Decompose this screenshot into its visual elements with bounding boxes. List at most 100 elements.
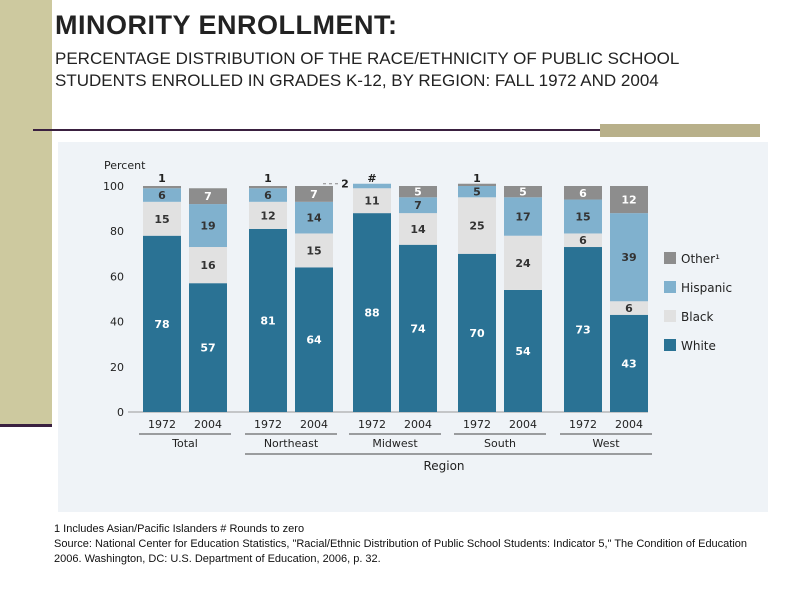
data-label: 7	[310, 188, 318, 201]
bar-segment-black	[399, 213, 437, 245]
data-label: 16	[200, 259, 216, 272]
legend-swatch	[664, 310, 676, 322]
data-label: 17	[515, 211, 530, 224]
group-label: Midwest	[372, 437, 418, 450]
data-label: 15	[306, 244, 321, 257]
data-label: 25	[469, 220, 484, 233]
bar-segment-hispanic	[504, 197, 542, 236]
y-tick-label: 100	[103, 180, 124, 193]
x-tick-label: 1972	[569, 418, 597, 431]
bar-segment-white	[564, 247, 602, 412]
decorative-block	[600, 124, 760, 137]
data-label: 43	[621, 357, 636, 370]
data-label: 2	[341, 178, 349, 191]
chart-panel: Percent Region 0 20 40 60 80 100 78 15 6 1 1972 57 1…	[58, 142, 768, 512]
data-label: 73	[575, 324, 590, 337]
x-tick-label: 1972	[254, 418, 282, 431]
data-label: 12	[260, 209, 275, 222]
bar-segment-white	[353, 213, 391, 412]
data-label: 19	[200, 220, 215, 233]
data-label: 11	[364, 195, 379, 208]
stacked-bar-chart: Percent Region 0204060801007815611972571…	[103, 159, 732, 473]
divider	[33, 129, 760, 131]
bar-segment-black	[564, 233, 602, 248]
notes: 1 Includes Asian/Pacific Islanders # Rou…	[54, 522, 774, 567]
data-label: 14	[306, 212, 322, 225]
bar-segment-other	[189, 188, 227, 205]
divider	[0, 424, 52, 427]
bar-segment-black	[143, 201, 181, 236]
legend-swatch	[664, 339, 676, 351]
bar-segment-white	[143, 235, 181, 412]
data-label: 7	[204, 190, 212, 203]
data-label: 78	[154, 318, 169, 331]
bar-segment-other	[399, 186, 437, 198]
legend-swatch	[664, 281, 676, 293]
x-tick-label: 2004	[404, 418, 432, 431]
bar-segment-hispanic	[564, 199, 602, 234]
data-label: 64	[306, 334, 322, 347]
data-label: 5	[519, 186, 527, 199]
y-tick-label: 0	[117, 406, 124, 419]
bar-segment-other	[564, 186, 602, 200]
bar-segment-hispanic	[189, 204, 227, 248]
bar-segment-hispanic	[295, 201, 333, 234]
data-label: 1	[264, 172, 272, 185]
data-label: 24	[515, 257, 531, 270]
data-label: 57	[200, 342, 215, 355]
data-label: 6	[264, 189, 272, 202]
y-tick-label: 80	[110, 225, 124, 238]
bar-segment-other	[504, 186, 542, 198]
y-tick-label: 20	[110, 361, 124, 374]
data-label: 6	[158, 189, 166, 202]
x-tick-label: 2004	[194, 418, 222, 431]
bar-segment-white	[458, 253, 496, 412]
bar-segment-black	[504, 235, 542, 290]
data-label: 15	[575, 211, 590, 224]
x-tick-label: 1972	[358, 418, 386, 431]
legend-label: Hispanic	[681, 281, 732, 295]
legend-swatch	[664, 252, 676, 264]
y-tick-label: 40	[110, 316, 124, 329]
bar-segment-other	[143, 186, 181, 189]
data-label: 74	[410, 322, 426, 335]
source: Source: National Center for Education St…	[54, 538, 748, 565]
slide-subtitle: PERCENTAGE DISTRIBUTION OF THE RACE/ETHN…	[55, 49, 679, 90]
data-label: 5	[414, 186, 422, 199]
bar-segment-hispanic	[610, 213, 648, 302]
x-tick-label: 2004	[615, 418, 643, 431]
group-label: Total	[171, 437, 198, 450]
bar-segment-white	[295, 267, 333, 412]
footnote: 1 Includes Asian/Pacific Islanders # Rou…	[54, 523, 305, 535]
legend-label: White	[681, 339, 716, 353]
bar-segment-black	[249, 201, 287, 229]
group-label: Northeast	[264, 437, 319, 450]
data-label: 88	[364, 307, 379, 320]
data-label: 6	[579, 187, 587, 200]
y-axis-label: Percent	[104, 159, 146, 172]
group-label: West	[592, 437, 620, 450]
bar-segment-black	[295, 233, 333, 268]
x-tick-label: 2004	[300, 418, 328, 431]
group-label: South	[484, 437, 516, 450]
bar-segment-black	[610, 301, 648, 315]
data-label: 15	[154, 213, 169, 226]
bar-segment-hispanic	[353, 183, 391, 189]
bar-segment-white	[189, 283, 227, 412]
bar-segment-black	[189, 247, 227, 284]
data-label: 81	[260, 314, 275, 327]
data-label: 14	[410, 223, 426, 236]
data-label: 1	[158, 172, 166, 185]
bar-segment-other	[458, 183, 496, 186]
y-tick-label: 60	[110, 270, 124, 283]
legend-label: Other¹	[681, 252, 720, 266]
decorative-stripe	[0, 0, 52, 425]
bar-segment-black	[353, 188, 391, 214]
data-label: 6	[579, 234, 587, 247]
x-axis-label: Region	[423, 459, 464, 473]
bar-segment-white	[399, 244, 437, 412]
bar-segment-other	[610, 186, 648, 214]
data-label: #	[367, 172, 376, 185]
data-label: 1	[473, 172, 481, 185]
data-label: 7	[414, 199, 422, 212]
